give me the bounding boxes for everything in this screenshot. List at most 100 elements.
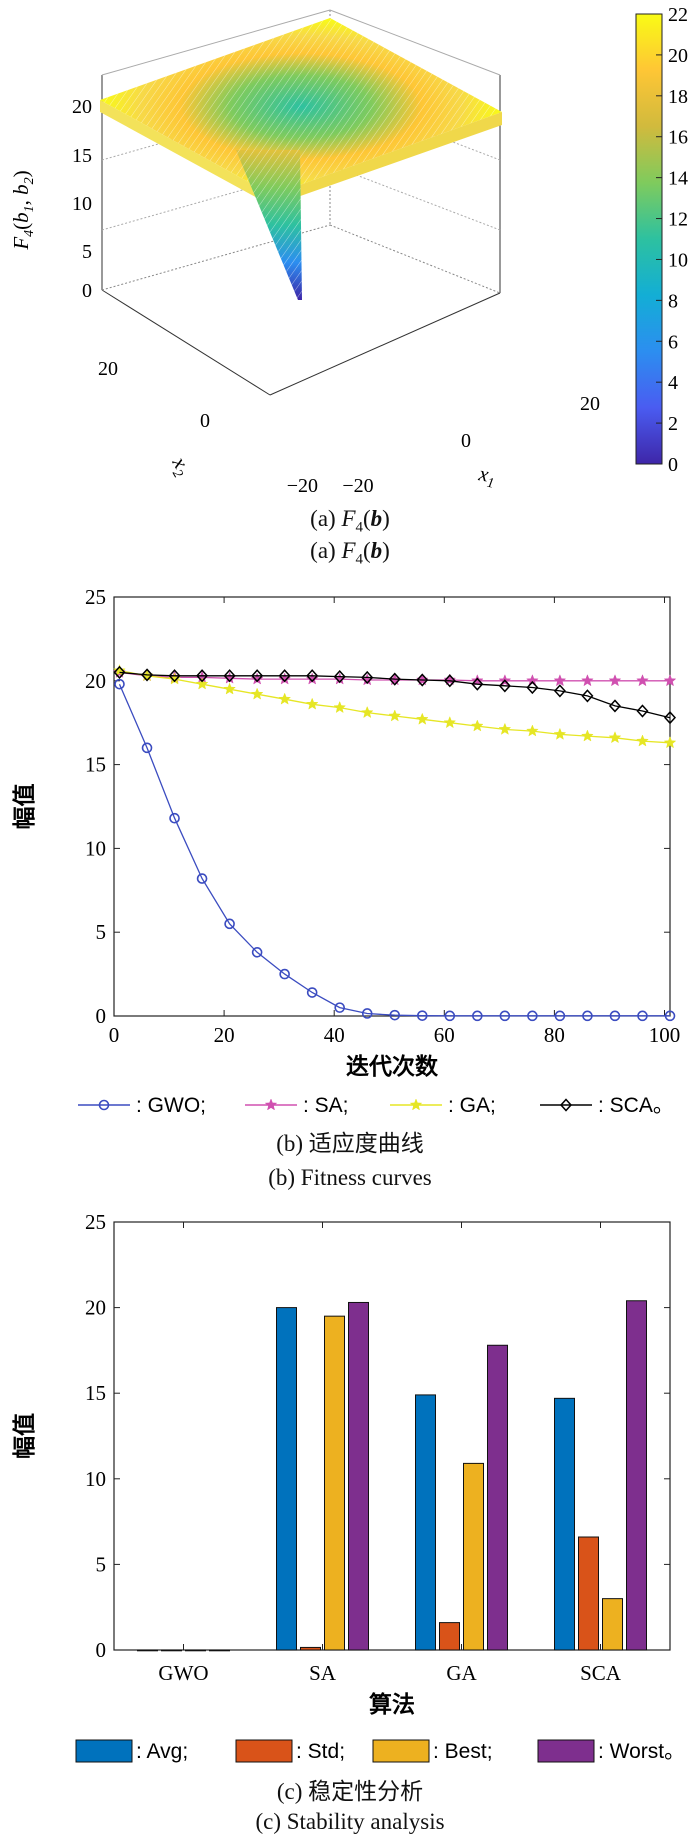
y-tick: 20	[98, 358, 118, 380]
data-point	[416, 673, 429, 687]
bar	[209, 1649, 230, 1652]
x-tick-label: 40	[324, 1023, 345, 1047]
caption-b-en: (b) Fitness curves	[268, 1165, 432, 1190]
colorbar-tick-label: 8	[668, 290, 678, 312]
data-point	[498, 674, 512, 687]
x-tick-label: 60	[434, 1023, 455, 1047]
series-3	[113, 665, 677, 725]
data-point	[140, 669, 154, 682]
data-point	[581, 689, 594, 703]
data-point	[554, 1010, 566, 1022]
legend-label: : GWO;	[136, 1094, 206, 1117]
bar	[415, 1394, 436, 1651]
caption-b-cn: (b) 适应度曲线	[276, 1131, 424, 1156]
data-point	[443, 716, 457, 729]
data-point	[608, 731, 622, 744]
colorbar-tick-label: 12	[668, 209, 688, 231]
data-point	[141, 742, 153, 754]
data-point	[305, 697, 319, 710]
data-point	[388, 709, 402, 722]
y-axis-label: 幅值	[11, 1413, 38, 1459]
series-line	[119, 671, 671, 719]
data-point	[415, 673, 429, 686]
bar	[626, 1300, 647, 1651]
bar-plot-area: 0 5 10 15 20 25 GWO SA GA SCA 算法 幅值	[11, 1210, 671, 1718]
data-point	[195, 670, 209, 683]
legend-swatch	[537, 1739, 595, 1763]
surface-z-label: F4(b1, b2)	[9, 170, 37, 250]
data-point	[443, 673, 457, 686]
line-legend: : GWO; : SA; : GA; : SCA。	[78, 1094, 674, 1117]
data-point	[471, 677, 484, 691]
y-tick-label: 5	[96, 1552, 107, 1576]
x-tick-label: GWO	[158, 1661, 208, 1685]
data-point	[470, 719, 484, 732]
data-point	[637, 1010, 648, 1022]
data-point	[223, 669, 236, 683]
data-point	[553, 727, 567, 740]
bar	[276, 1307, 297, 1651]
data-point	[195, 677, 209, 690]
x-tick: 0	[461, 430, 471, 452]
plot-frame	[113, 596, 671, 1017]
z-tick: 10	[72, 193, 92, 215]
y-tick-label: 0	[96, 1638, 107, 1662]
data-point	[663, 711, 677, 725]
data-point	[664, 1010, 676, 1022]
data-point	[140, 669, 154, 682]
y-tick-label: 0	[96, 1004, 107, 1028]
series-2	[113, 664, 677, 749]
colorbar-tick-label: 18	[668, 86, 688, 108]
caption-c-en: (c) Stability analysis	[255, 1809, 445, 1834]
data-point	[526, 674, 539, 687]
data-point	[196, 669, 209, 683]
data-point	[559, 1098, 573, 1112]
data-point	[663, 674, 677, 687]
legend-swatch	[235, 1739, 293, 1763]
data-point	[608, 699, 621, 713]
y-tick-label: 25	[85, 1210, 106, 1234]
legend-swatch	[75, 1739, 133, 1763]
data-point	[306, 669, 319, 683]
data-point	[223, 682, 236, 695]
data-point	[334, 1002, 346, 1013]
data-point	[360, 673, 374, 686]
colorbar: 0 2 4 6 8 10 12 14 16 18 20 22	[635, 4, 688, 476]
colorbar-tick-label: 14	[668, 168, 688, 190]
series-0	[114, 678, 676, 1022]
data-point	[223, 671, 236, 684]
data-point	[333, 700, 347, 714]
data-point	[114, 678, 125, 690]
data-point	[527, 1010, 538, 1022]
data-point	[499, 1010, 511, 1022]
bar	[324, 1315, 345, 1651]
data-point	[113, 664, 126, 677]
x-tick-label: 80	[544, 1023, 565, 1047]
y-tick-label: 5	[96, 920, 107, 944]
legend-swatch	[372, 1739, 430, 1763]
data-point	[361, 670, 374, 685]
legend-label: : Std;	[296, 1740, 345, 1763]
data-point	[582, 1010, 593, 1022]
data-point	[250, 687, 264, 700]
y-tick-label: 20	[85, 669, 106, 693]
svg-text:x2: x2	[164, 452, 197, 481]
caption-a-line2: (a) F4(b)	[310, 538, 390, 568]
colorbar-tick-label: 2	[668, 413, 678, 435]
surface-plot-a: 0 5 10 15 20 20 0 −20 −20 0 20 F4(b1, b2…	[9, 4, 688, 497]
legend-label: : GA;	[448, 1094, 496, 1117]
data-point	[526, 680, 539, 695]
data-point	[581, 674, 594, 687]
data-point	[444, 1010, 456, 1022]
y-tick-label: 15	[85, 753, 106, 777]
legend-label: : SCA。	[598, 1094, 674, 1117]
data-point	[141, 668, 154, 682]
data-point	[264, 1098, 278, 1111]
legend-label: : SA;	[303, 1094, 349, 1117]
bar	[185, 1649, 206, 1652]
z-tick: 5	[82, 241, 92, 263]
bar	[487, 1344, 508, 1651]
svg-text:F4(b1, b2): F4(b1, b2)	[9, 170, 37, 250]
data-point	[663, 736, 677, 749]
data-point	[196, 873, 208, 884]
